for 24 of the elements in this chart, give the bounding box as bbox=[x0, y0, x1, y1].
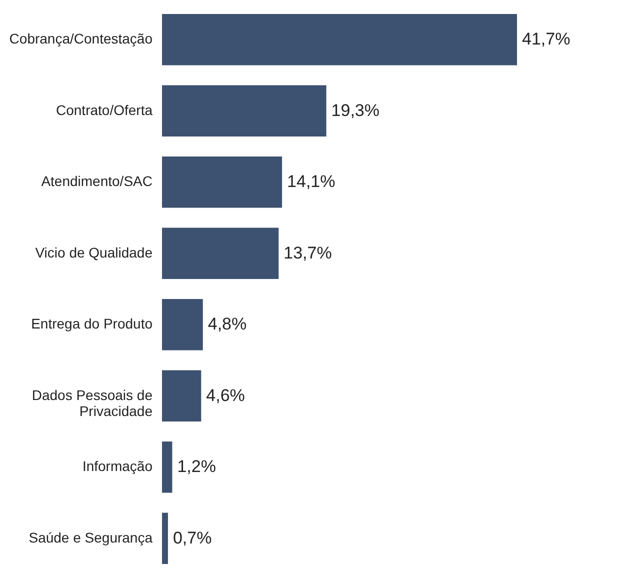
bar bbox=[162, 228, 279, 280]
bar bbox=[162, 512, 168, 564]
y-tick-label: Cobrança/Contestação bbox=[9, 30, 153, 47]
data-label: 14,1% bbox=[287, 172, 336, 192]
bar bbox=[162, 298, 203, 350]
data-label: 13,7% bbox=[284, 243, 332, 262]
y-tick-label: Vicio de Qualidade bbox=[35, 244, 153, 260]
y-tick-label: Dados Pessoais de Privacidade bbox=[32, 386, 153, 419]
y-tick-label: Contrato/Oferta bbox=[56, 102, 153, 118]
data-label: 4,8% bbox=[208, 314, 247, 334]
bar bbox=[162, 370, 202, 422]
y-tick-label: Informação bbox=[82, 458, 153, 474]
data-label: 4,6% bbox=[206, 386, 245, 405]
data-label: 1,2% bbox=[177, 457, 216, 476]
data-label: 0,7% bbox=[172, 528, 212, 548]
data-label: 19,3% bbox=[331, 100, 380, 120]
bar bbox=[162, 85, 326, 137]
y-tick-label: Entrega do Produto bbox=[31, 316, 153, 332]
bar bbox=[162, 441, 172, 493]
y-tick-label: Saúde e Segurança bbox=[28, 529, 153, 546]
bar bbox=[162, 14, 517, 66]
data-label: 41,7% bbox=[522, 30, 570, 49]
y-tick-label: Atendimento/SAC bbox=[41, 173, 152, 190]
bar bbox=[162, 156, 282, 208]
